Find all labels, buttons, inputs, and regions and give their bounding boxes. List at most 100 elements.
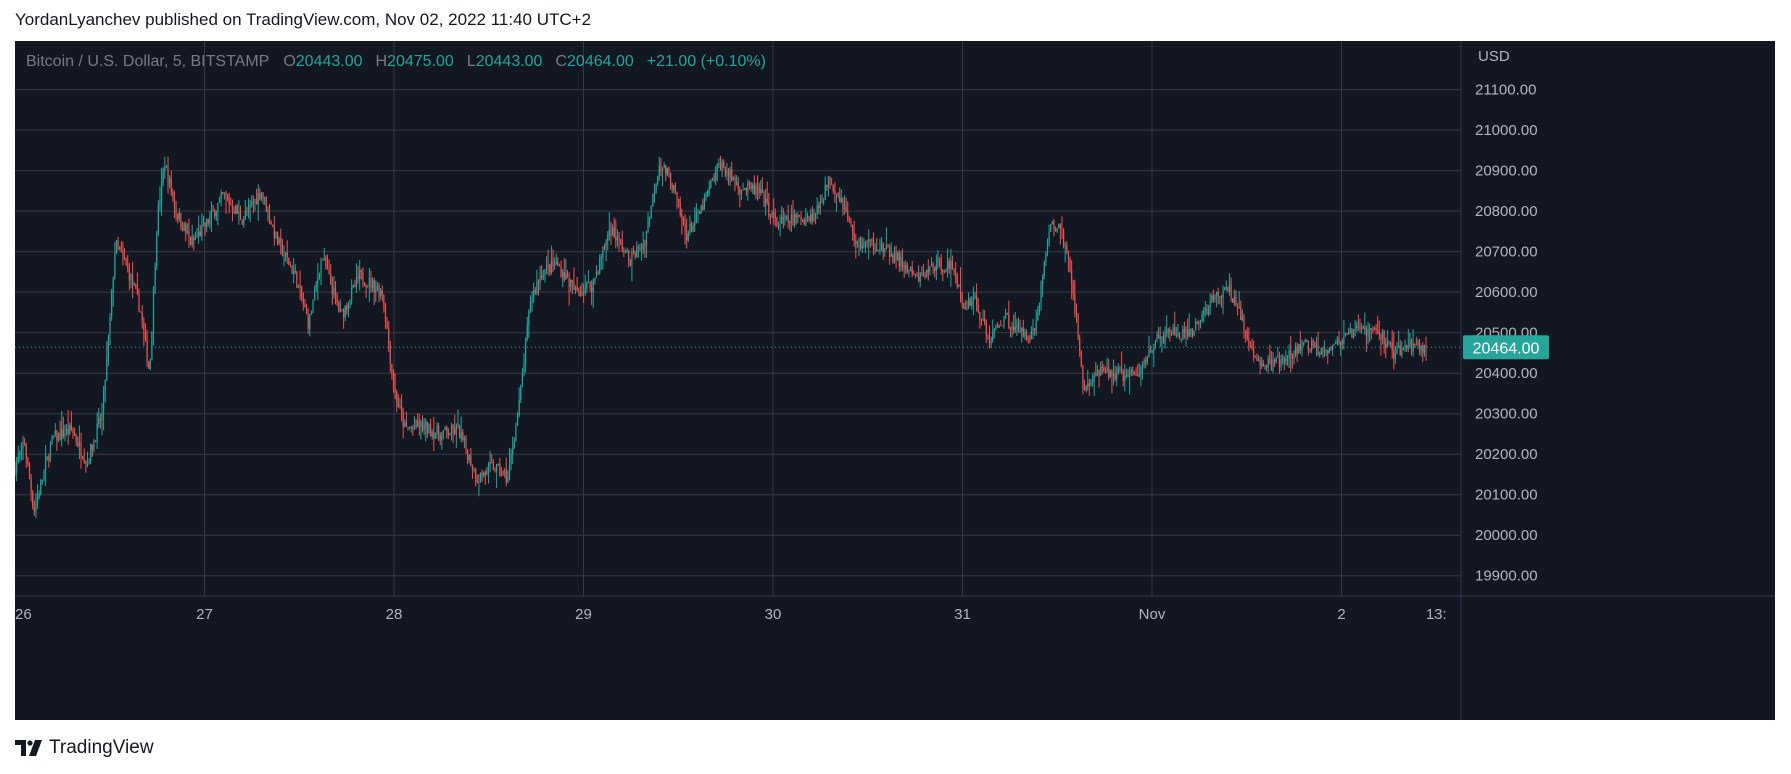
candle-body (1130, 369, 1132, 373)
candle-body (486, 467, 488, 475)
candle-body (916, 274, 918, 277)
candle-body (953, 269, 955, 272)
candle-body (1096, 370, 1099, 377)
candle-body (1412, 343, 1414, 352)
candle-body (623, 252, 625, 254)
candle-body (270, 221, 272, 225)
candle-body (256, 198, 258, 205)
candle-body (96, 423, 98, 442)
candle-body (937, 257, 939, 265)
candle-body (1264, 364, 1266, 366)
candle-body (568, 278, 570, 287)
candle-body (46, 456, 48, 461)
candle-body (536, 282, 538, 293)
low-label: L (466, 53, 476, 70)
candle-body (626, 250, 628, 252)
candle-body (1293, 356, 1295, 359)
candle-body (877, 250, 879, 252)
candle-body (1323, 351, 1326, 353)
candle-body (1235, 297, 1237, 307)
candle-body (59, 432, 61, 441)
y-tick-label: 20700.00 (1475, 244, 1538, 261)
candle-body (1399, 345, 1401, 355)
candle-body (164, 167, 166, 172)
candle-body (188, 231, 190, 237)
candle-body (1373, 328, 1376, 331)
candle-body (702, 206, 704, 211)
candle-body (194, 237, 197, 240)
candle-body (545, 265, 548, 270)
candle-body (1198, 321, 1200, 325)
candle-body (85, 463, 87, 465)
candle-body (1404, 344, 1406, 348)
chart-panel[interactable]: 21100.00 21000.00 20900.00 20800.00 20700.00… (15, 41, 1775, 720)
candle-body (814, 212, 817, 215)
candle-body (1001, 325, 1003, 327)
candle-body (1246, 331, 1248, 339)
candle-body (88, 461, 90, 463)
candle-body (1095, 375, 1097, 377)
candle-body (621, 242, 623, 253)
candle-body (676, 191, 678, 200)
candle-body (1369, 328, 1371, 330)
candle-body (1299, 343, 1301, 352)
candle-body (856, 240, 859, 245)
candle-body (22, 443, 24, 445)
candle-body (249, 204, 251, 206)
candle-body (1206, 308, 1208, 315)
candle-body (206, 218, 208, 228)
candle-body (460, 432, 462, 439)
candle-body (834, 190, 836, 194)
candle-body (690, 223, 693, 232)
candle-body (826, 185, 828, 188)
candle-body (784, 216, 786, 220)
candle-body (260, 192, 263, 200)
close-label: C (555, 53, 568, 70)
candle-body (16, 461, 18, 474)
candle-body (502, 471, 504, 476)
candle-body (1420, 345, 1422, 350)
candle-body (1124, 375, 1126, 382)
candle-body (212, 209, 214, 211)
candle-body (1386, 343, 1388, 348)
candle-body (365, 285, 367, 287)
candle-body (1394, 354, 1397, 359)
candle-body (948, 261, 950, 269)
candle-body (1008, 314, 1010, 328)
candle-body (386, 321, 388, 329)
candle-body (400, 405, 403, 413)
candle-body (220, 192, 222, 198)
candle-body (666, 167, 668, 175)
candle-body (165, 165, 168, 168)
candle-body (740, 190, 743, 194)
candle-body (144, 331, 147, 339)
candle-body (1082, 365, 1084, 387)
candle-body (384, 305, 387, 322)
candle-body (1309, 350, 1311, 352)
x-tick-label: 30 (765, 606, 782, 623)
candle-body (351, 287, 353, 301)
candle-body (628, 250, 630, 261)
price-chart[interactable]: 21100.00 21000.00 20900.00 20800.00 20700.00… (15, 41, 1775, 720)
candle-body (1285, 358, 1287, 362)
tradingview-logo[interactable]: TradingView (15, 737, 154, 759)
open-label: O (283, 53, 296, 70)
candle-body (25, 445, 27, 458)
candle-body (1272, 359, 1274, 371)
candle-body (1415, 344, 1417, 346)
candle-body (1185, 329, 1187, 333)
candle-body (607, 235, 609, 241)
candle-body (104, 380, 106, 391)
candle-body (1336, 337, 1339, 343)
candle-body (101, 412, 103, 421)
candle-body (594, 278, 596, 281)
candle-body (521, 373, 523, 386)
candle-body (879, 248, 881, 251)
candle-body (1101, 366, 1103, 368)
candle-body (566, 273, 569, 279)
candle-body (1169, 328, 1171, 334)
candle-body (264, 197, 266, 199)
candle-body (718, 163, 720, 165)
candle-body (181, 226, 184, 231)
candle-body (236, 206, 238, 214)
